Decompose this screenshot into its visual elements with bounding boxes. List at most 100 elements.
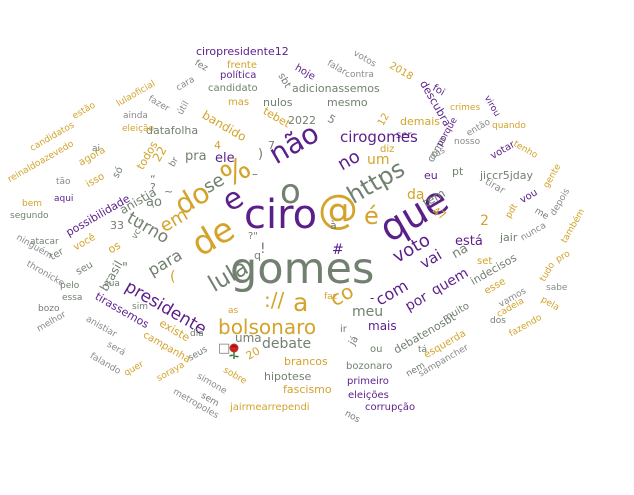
cloud-word: ?" (248, 231, 258, 242)
cloud-word: falar (325, 58, 348, 78)
cloud-word: 7 (268, 139, 275, 152)
cloud-word: depois (548, 186, 573, 218)
cloud-word: é (364, 202, 379, 230)
cloud-word: ao (146, 195, 162, 210)
cloud-word: uma (235, 331, 262, 345)
cloud-word: vou (518, 187, 540, 206)
cloud-word: da (407, 187, 425, 203)
cloud-word: aqui (54, 194, 74, 204)
cloud-word: os (105, 238, 123, 257)
cloud-word: útil (175, 99, 192, 117)
cloud-word: ” (138, 217, 144, 230)
cloud-word: 2 (480, 213, 489, 229)
cloud-word: fascismo (283, 383, 332, 396)
cloud-word: debate (262, 336, 312, 352)
cloud-word: estão (70, 100, 98, 122)
cloud-word: bozonaro (346, 361, 393, 372)
cloud-word: já (347, 334, 362, 348)
cloud-word: jairmearrependi (230, 402, 310, 413)
cloud-word: votar (488, 139, 517, 162)
cloud-word: pra (185, 149, 207, 164)
cloud-word: 2018 (387, 60, 415, 83)
cloud-word: bandido (199, 107, 249, 145)
cloud-word: pdt (503, 202, 521, 221)
cloud-word: bem (22, 199, 43, 209)
cloud-word: nosso (454, 137, 481, 147)
cloud-word: primeiro (347, 376, 389, 387)
cloud-word: no (334, 145, 364, 176)
cloud-word: quer (122, 359, 146, 379)
cloud-word: crimes (450, 103, 481, 113)
cloud-word: as (228, 306, 239, 316)
cloud-word: eleição (122, 124, 155, 134)
cloud-word: ( (170, 269, 176, 285)
cloud-word: - (370, 291, 375, 305)
cloud-word: mas (228, 97, 250, 108)
cloud-word: ter (47, 246, 66, 263)
cloud-word: sua (104, 279, 120, 289)
cloud-word: brancos (284, 355, 328, 368)
cloud-word: soraya (155, 360, 187, 384)
cloud-word: 2022 (288, 114, 316, 127)
cloud-word: ' (152, 205, 155, 215)
cloud-word: mesmo (327, 96, 368, 109)
cloud-word: à (330, 219, 337, 232)
cloud-word: contra (345, 70, 374, 80)
cloud-word: @ (318, 187, 358, 233)
cloud-word: 33 (110, 219, 124, 232)
cloud-word: sbt (275, 71, 293, 91)
cloud-word: :// (264, 288, 285, 312)
cloud-word: ciro (244, 192, 318, 238)
cloud-word: para (144, 245, 186, 280)
cloud-word: fez (192, 58, 210, 74)
cloud-word: hipotese (264, 370, 312, 383)
cloud-word: pelo (60, 281, 80, 291)
cloud-word: set (477, 256, 493, 267)
cloud-word: cirogomes (340, 128, 418, 146)
cloud-word: ciropresidente12 (196, 45, 289, 58)
cloud-word: # (332, 242, 344, 258)
cloud-word: 20 (243, 344, 263, 363)
cloud-word: br (167, 155, 181, 169)
cloud-word: 5 (325, 112, 338, 127)
cloud-word: fazendo (507, 312, 544, 340)
cloud-word: bolsonaro (218, 315, 317, 339)
cloud-word: virou (481, 93, 502, 119)
rose-emoji-icon (229, 343, 239, 359)
cloud-word: gente (541, 162, 564, 191)
cloud-word: “ (150, 173, 156, 186)
cloud-word: ser (396, 130, 412, 141)
cloud-word: bozo (38, 304, 60, 314)
cloud-word: votos (351, 48, 378, 70)
cloud-word: ? (150, 181, 156, 194)
cloud-word: eu (424, 169, 438, 182)
cloud-word: quem (428, 265, 472, 299)
cloud-word: tebet (260, 104, 293, 131)
cloud-word: isso (84, 170, 107, 191)
cloud-word: demais (400, 115, 440, 128)
cloud-word: você (71, 231, 98, 254)
cloud-word: ai (92, 144, 101, 154)
cloud-word: falando (88, 351, 123, 377)
cloud-word: " (122, 261, 128, 276)
cloud-word: gomes (230, 244, 375, 294)
cloud-word: frente (227, 60, 257, 71)
cloud-word: corrupção (365, 402, 416, 413)
cloud-word: simone (194, 371, 229, 397)
cloud-word: pro (554, 249, 572, 266)
cloud-word: nulos (263, 96, 293, 109)
cloud-word: diz (380, 144, 395, 155)
cloud-word: dos (490, 316, 506, 326)
cloud-word: fazer (146, 94, 171, 115)
cloud-word: está (455, 234, 483, 249)
cloud-word: 4 (214, 139, 221, 152)
cloud-word: ~ (164, 185, 174, 198)
cloud-word: política (220, 70, 257, 81)
cloud-word: só (110, 165, 126, 181)
cloud-word: tão (56, 177, 71, 187)
cloud-word: seu (74, 259, 96, 278)
cloud-word: faz (324, 292, 338, 302)
cloud-word: me (532, 206, 551, 222)
cloud-word: ele (215, 151, 235, 166)
